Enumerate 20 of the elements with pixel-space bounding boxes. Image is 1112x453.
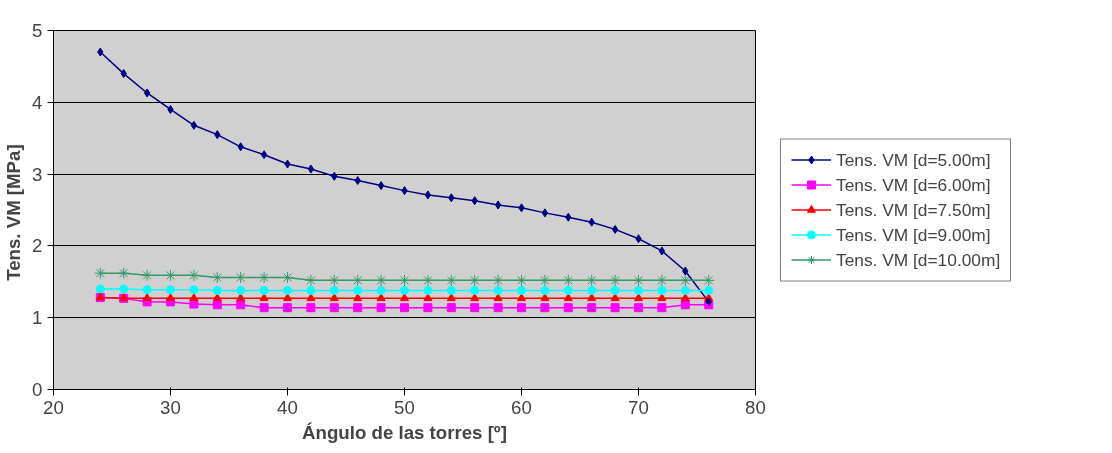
x-axis-title: Ángulo de las torres [º] xyxy=(302,421,507,443)
x-tick-label: 80 xyxy=(745,396,766,418)
x-tick-label: 40 xyxy=(277,396,298,418)
legend-label: Tens. VM [d=5.00m] xyxy=(836,149,991,170)
y-tick-label: 2 xyxy=(32,235,43,257)
legend-label: Tens. VM [d=6.00m] xyxy=(836,174,991,195)
y-tick-label: 3 xyxy=(32,163,43,185)
legend-label: Tens. VM [d=9.00m] xyxy=(836,224,991,245)
y-axis-title: Tens. VM [MPa] xyxy=(3,144,25,281)
legend-label: Tens. VM [d=7.50m] xyxy=(836,199,991,220)
y-tick-label: 0 xyxy=(32,379,43,400)
x-tick-label: 30 xyxy=(160,396,181,418)
x-tick-label: 60 xyxy=(511,396,532,418)
y-tick-label: 4 xyxy=(32,91,43,113)
y-tick-label: 5 xyxy=(32,20,43,41)
y-tick-label: 1 xyxy=(32,307,43,329)
x-tick-label: 70 xyxy=(628,396,649,418)
x-tick-label: 20 xyxy=(43,396,64,418)
legend-label: Tens. VM [d=10.00m] xyxy=(836,249,1001,270)
x-tick-label: 50 xyxy=(394,396,415,418)
